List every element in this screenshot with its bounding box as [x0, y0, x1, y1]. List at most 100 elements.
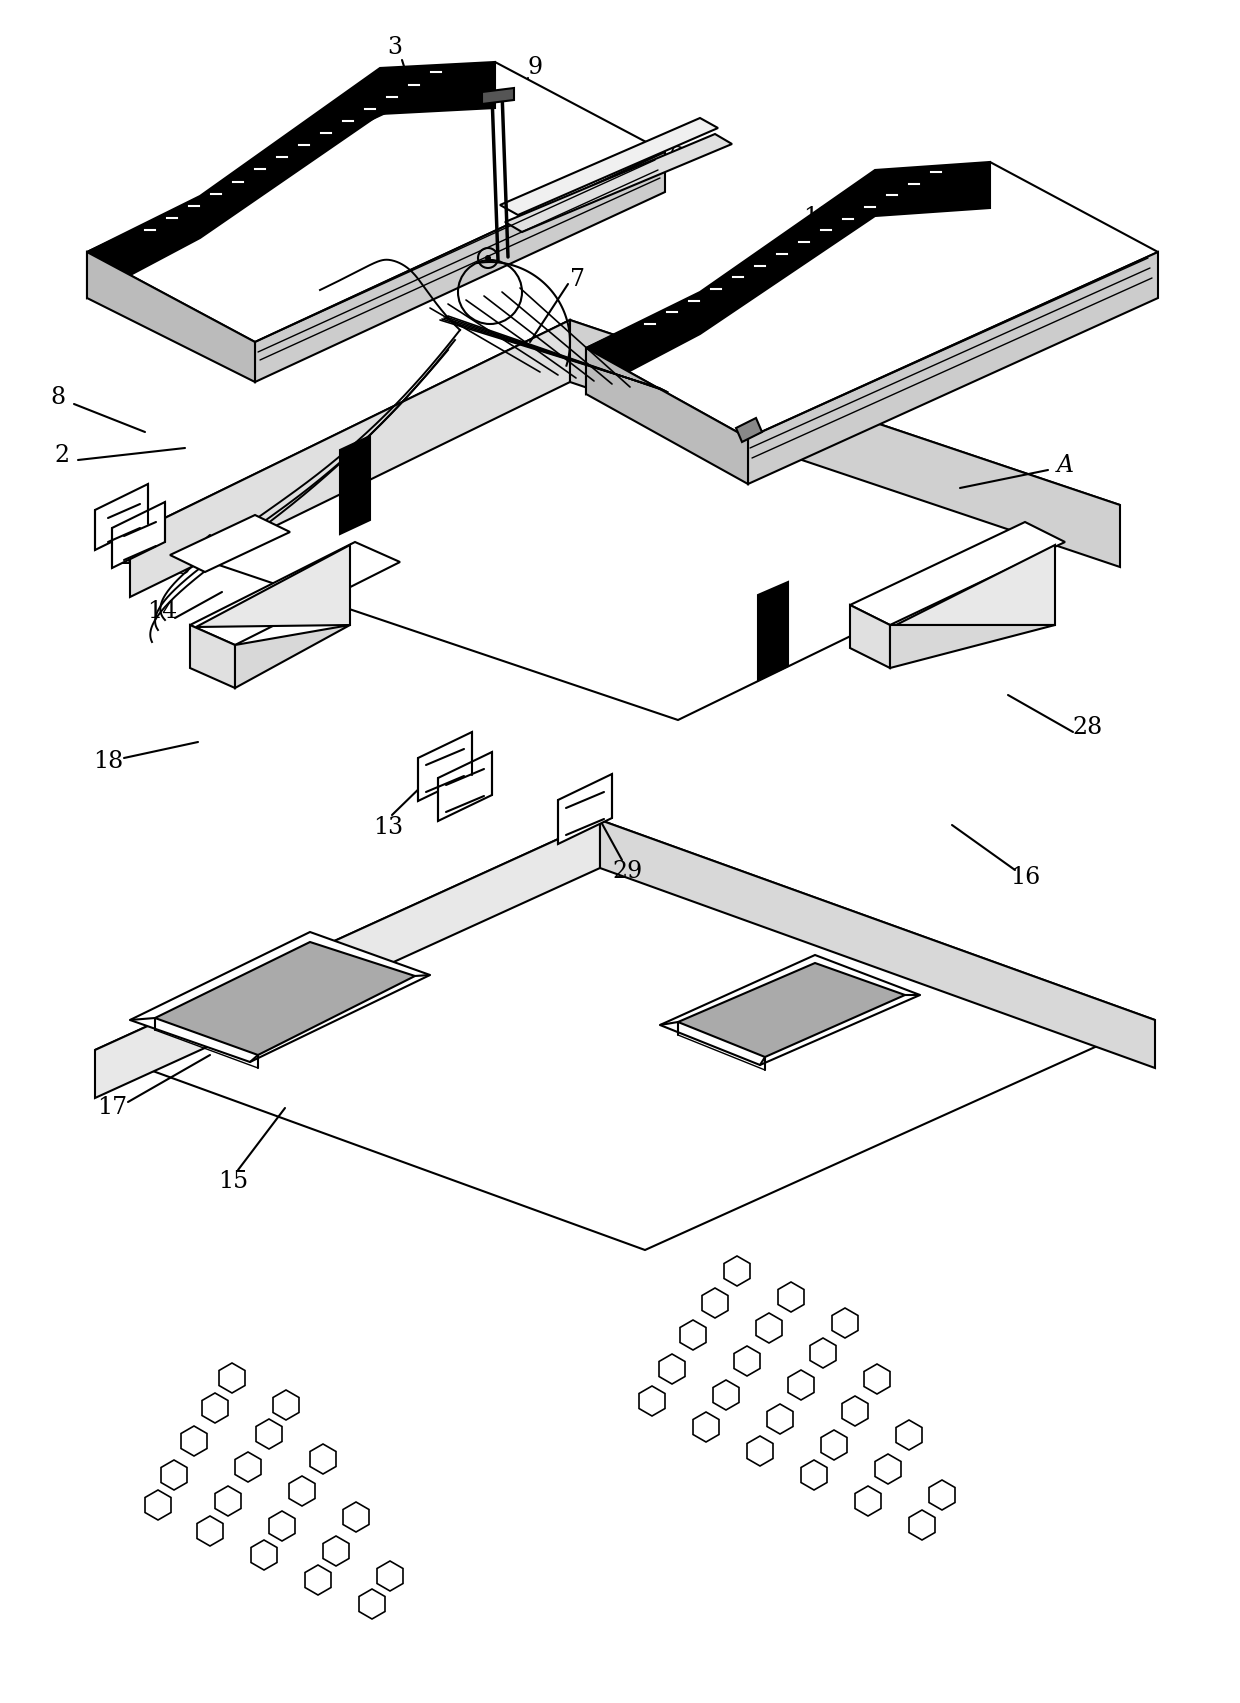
Polygon shape [600, 821, 1154, 1068]
Polygon shape [734, 1345, 760, 1376]
Polygon shape [856, 1487, 880, 1516]
Text: 14: 14 [146, 601, 177, 623]
Polygon shape [130, 320, 570, 598]
Polygon shape [587, 162, 1158, 438]
Polygon shape [678, 962, 905, 1058]
Polygon shape [897, 1420, 923, 1449]
Text: A: A [1056, 453, 1074, 477]
Polygon shape [181, 1425, 207, 1456]
Circle shape [485, 255, 491, 261]
Polygon shape [660, 955, 920, 1064]
Text: 6: 6 [668, 145, 683, 169]
Polygon shape [897, 545, 1055, 625]
Polygon shape [273, 1390, 299, 1420]
Polygon shape [787, 1369, 813, 1400]
Polygon shape [95, 821, 600, 1098]
Polygon shape [360, 1589, 384, 1620]
Text: 4: 4 [640, 177, 656, 199]
Polygon shape [190, 542, 401, 645]
Polygon shape [587, 162, 990, 393]
Polygon shape [87, 252, 255, 381]
Text: 20: 20 [117, 547, 148, 569]
Polygon shape [87, 61, 495, 298]
Polygon shape [161, 1459, 187, 1490]
Polygon shape [377, 1562, 403, 1591]
Text: 18: 18 [93, 751, 123, 773]
Polygon shape [305, 1565, 331, 1596]
Text: 7: 7 [570, 269, 585, 291]
Text: 28: 28 [1073, 717, 1104, 739]
Text: 13: 13 [373, 816, 403, 840]
Polygon shape [570, 320, 1120, 567]
Text: 29: 29 [613, 860, 644, 884]
Polygon shape [505, 135, 732, 232]
Polygon shape [170, 514, 290, 572]
Polygon shape [821, 1431, 847, 1459]
Polygon shape [801, 1459, 827, 1490]
Polygon shape [95, 821, 1154, 1250]
Polygon shape [890, 625, 1055, 668]
Polygon shape [482, 89, 515, 104]
Polygon shape [929, 1480, 955, 1511]
Polygon shape [693, 1412, 719, 1442]
Text: 19: 19 [97, 523, 128, 547]
Polygon shape [810, 1339, 836, 1368]
Text: 2: 2 [55, 443, 69, 467]
Text: 8: 8 [51, 387, 66, 409]
Polygon shape [340, 436, 370, 535]
Polygon shape [658, 1354, 684, 1385]
Polygon shape [255, 152, 665, 381]
Polygon shape [255, 1419, 281, 1449]
Polygon shape [250, 1540, 277, 1570]
Polygon shape [289, 1477, 315, 1505]
Polygon shape [215, 1487, 241, 1516]
Polygon shape [756, 1313, 782, 1344]
Polygon shape [418, 732, 472, 800]
Polygon shape [758, 582, 787, 679]
Polygon shape [145, 1490, 171, 1521]
Polygon shape [842, 1396, 868, 1425]
Polygon shape [737, 417, 763, 443]
Polygon shape [196, 545, 350, 627]
Polygon shape [713, 1379, 739, 1410]
Polygon shape [587, 347, 748, 484]
Polygon shape [909, 1511, 935, 1540]
Polygon shape [768, 1403, 794, 1434]
Polygon shape [155, 942, 415, 1054]
Polygon shape [500, 118, 718, 215]
Text: 11: 11 [990, 296, 1021, 320]
Polygon shape [864, 1364, 890, 1395]
Polygon shape [236, 1453, 260, 1482]
Polygon shape [310, 1444, 336, 1475]
Text: 17: 17 [97, 1097, 126, 1119]
Text: 3: 3 [387, 36, 403, 60]
Polygon shape [130, 932, 430, 1063]
Polygon shape [197, 1516, 223, 1546]
Polygon shape [748, 252, 1158, 484]
Polygon shape [322, 1536, 348, 1567]
Polygon shape [343, 1502, 370, 1533]
Polygon shape [202, 1393, 228, 1424]
Polygon shape [777, 1282, 804, 1311]
Polygon shape [190, 625, 236, 688]
Polygon shape [746, 1436, 773, 1466]
Text: 12: 12 [802, 206, 833, 230]
Text: 15: 15 [218, 1170, 248, 1194]
Text: 10: 10 [467, 75, 497, 99]
Polygon shape [702, 1287, 728, 1318]
Polygon shape [95, 484, 148, 550]
Text: 5: 5 [176, 555, 191, 579]
Polygon shape [219, 1362, 246, 1393]
Polygon shape [112, 502, 165, 569]
Polygon shape [724, 1257, 750, 1286]
Polygon shape [236, 625, 350, 688]
Polygon shape [680, 1320, 706, 1350]
Text: 9: 9 [527, 56, 543, 80]
Polygon shape [130, 320, 1120, 720]
Polygon shape [849, 605, 890, 668]
Polygon shape [832, 1308, 858, 1339]
Polygon shape [87, 61, 665, 342]
Polygon shape [438, 753, 492, 821]
Text: 1: 1 [1112, 250, 1127, 274]
Polygon shape [558, 773, 613, 845]
